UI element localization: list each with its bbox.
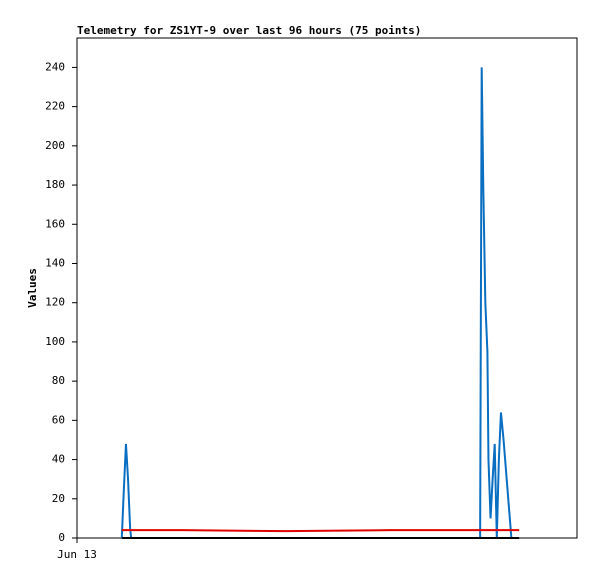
x-tick-label: Jun 13 [57,548,97,561]
y-tick-label: 60 [52,413,65,426]
y-tick-label: 140 [45,256,65,269]
y-tick-label: 80 [52,374,65,387]
y-tick-label: 20 [52,492,65,505]
y-tick-label: 0 [58,531,65,544]
y-tick-label: 160 [45,217,65,230]
data-line [121,529,520,533]
y-tick-label: 200 [45,139,65,152]
chart-title: Telemetry for ZS1YT-9 over last 96 hours… [77,24,421,37]
y-tick-label: 40 [52,453,65,466]
y-tick-label: 240 [45,60,65,73]
data-line [120,67,513,539]
y-axis-label: Values [26,268,39,308]
y-tick-label: 120 [45,296,65,309]
y-tick-label: 220 [45,100,65,113]
y-tick-label: 180 [45,178,65,191]
y-tick-label: 100 [45,335,65,348]
plot-frame [76,37,578,539]
